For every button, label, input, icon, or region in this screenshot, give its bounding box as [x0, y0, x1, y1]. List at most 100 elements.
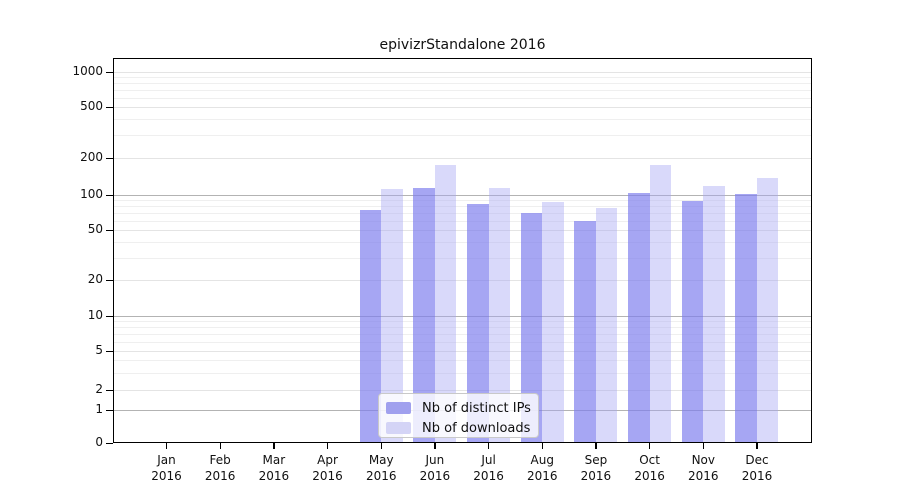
minor-gridline — [114, 213, 811, 214]
x-tick-mark — [702, 443, 704, 449]
minor-gridline — [114, 77, 811, 79]
x-tick-month: Oct — [639, 453, 660, 467]
bar-distinct-ips — [467, 203, 489, 443]
minor-gridline — [114, 97, 811, 99]
legend-swatch-downloads — [386, 422, 411, 434]
bar-distinct-ips — [574, 220, 596, 443]
major-gridline — [114, 351, 811, 352]
y-tick-mark — [106, 229, 113, 231]
x-tick-label: Mar 2016 — [242, 452, 306, 484]
major-gridline — [114, 107, 811, 108]
x-tick-mark — [488, 443, 490, 449]
y-tick-label: 200 — [80, 150, 103, 164]
x-tick-month: Mar — [262, 453, 286, 467]
x-tick-year: 2016 — [365, 469, 397, 483]
bar-downloads — [434, 165, 457, 443]
x-tick-label: Aug 2016 — [510, 452, 574, 484]
minor-gridline — [114, 372, 811, 374]
bar-distinct-ips — [628, 193, 650, 443]
x-tick-label: Sep 2016 — [564, 452, 628, 484]
x-tick-month: Aug — [530, 453, 554, 467]
y-tick-mark — [106, 315, 113, 317]
x-tick-label: Apr 2016 — [296, 452, 360, 484]
y-tick-label: 1 — [95, 402, 103, 416]
minor-gridline — [114, 206, 811, 208]
x-tick-label: Jun 2016 — [403, 452, 467, 484]
x-tick-label: Dec 2016 — [725, 452, 789, 484]
minor-gridline — [114, 334, 811, 335]
y-tick-label: 1000 — [72, 64, 103, 78]
x-tick-label: May 2016 — [349, 452, 413, 484]
x-tick-mark — [273, 443, 275, 449]
x-tick-year: 2016 — [258, 469, 290, 483]
x-tick-month: Feb — [209, 453, 231, 467]
x-tick-year: 2016 — [580, 469, 612, 483]
legend-entry: Nb of distinct IPs — [379, 398, 538, 418]
major-gridline — [114, 72, 811, 73]
x-tick-month: Jan — [157, 453, 176, 467]
bar-downloads — [703, 185, 725, 443]
x-tick-label: Jan 2016 — [135, 452, 199, 484]
x-tick-month: Dec — [745, 453, 769, 467]
legend-label: Nb of downloads — [422, 420, 531, 436]
x-tick-mark — [756, 443, 758, 449]
y-tick-mark — [106, 157, 113, 159]
bar-downloads — [381, 189, 403, 443]
bar-downloads — [488, 188, 511, 443]
bar-downloads — [542, 202, 564, 443]
x-tick-mark — [541, 443, 543, 449]
minor-gridline — [114, 327, 811, 329]
x-tick-year: 2016 — [688, 469, 719, 483]
minor-gridline — [114, 257, 811, 259]
bar-downloads — [649, 164, 672, 443]
bar-distinct-ips — [681, 201, 704, 443]
x-tick-month: Sep — [584, 453, 608, 467]
y-tick-mark — [106, 389, 113, 391]
y-tick-mark — [106, 279, 113, 281]
minor-gridline — [114, 360, 811, 362]
x-tick-mark — [434, 443, 436, 449]
legend-entry: Nb of downloads — [379, 418, 538, 438]
y-tick-label: 10 — [87, 308, 103, 322]
minor-gridline — [114, 220, 811, 222]
major-gridline — [114, 390, 811, 391]
x-tick-year: 2016 — [204, 469, 236, 483]
x-tick-mark — [649, 443, 651, 449]
major-gridline — [114, 230, 811, 231]
x-tick-year: 2016 — [634, 469, 665, 483]
x-tick-year: 2016 — [312, 469, 343, 483]
x-tick-label: Jul 2016 — [457, 452, 521, 484]
minor-gridline — [114, 242, 811, 244]
x-tick-label: Oct 2016 — [618, 452, 682, 484]
y-tick-label: 2 — [95, 382, 103, 396]
bar-distinct-ips — [413, 187, 435, 443]
y-tick-label: 0 — [95, 435, 103, 449]
major-gridline — [114, 280, 811, 281]
major-gridline — [114, 316, 811, 317]
x-tick-mark — [380, 443, 382, 449]
x-tick-year: 2016 — [473, 469, 504, 483]
legend-label: Nb of distinct IPs — [422, 400, 531, 416]
minor-gridline — [114, 83, 811, 85]
legend: Nb of distinct IPs Nb of downloads — [378, 393, 539, 438]
x-tick-year: 2016 — [741, 469, 773, 483]
y-tick-label: 20 — [87, 272, 103, 286]
bar-distinct-ips — [359, 210, 382, 443]
minor-gridline — [114, 341, 811, 343]
bar-distinct-ips — [520, 213, 543, 443]
x-tick-month: Apr — [317, 453, 338, 467]
bar-downloads — [595, 208, 618, 443]
y-tick-mark — [106, 442, 113, 444]
x-tick-month: Nov — [691, 453, 715, 467]
chart-title: epivizrStandalone 2016 — [379, 37, 546, 53]
y-tick-mark — [106, 350, 113, 352]
minor-gridline — [114, 200, 811, 202]
x-tick-year: 2016 — [526, 469, 558, 483]
x-tick-mark — [219, 443, 221, 449]
x-tick-mark — [166, 443, 168, 449]
x-tick-mark — [327, 443, 329, 449]
x-tick-label: Feb 2016 — [188, 452, 252, 484]
minor-gridline — [114, 321, 811, 323]
x-tick-month: May — [368, 453, 394, 467]
